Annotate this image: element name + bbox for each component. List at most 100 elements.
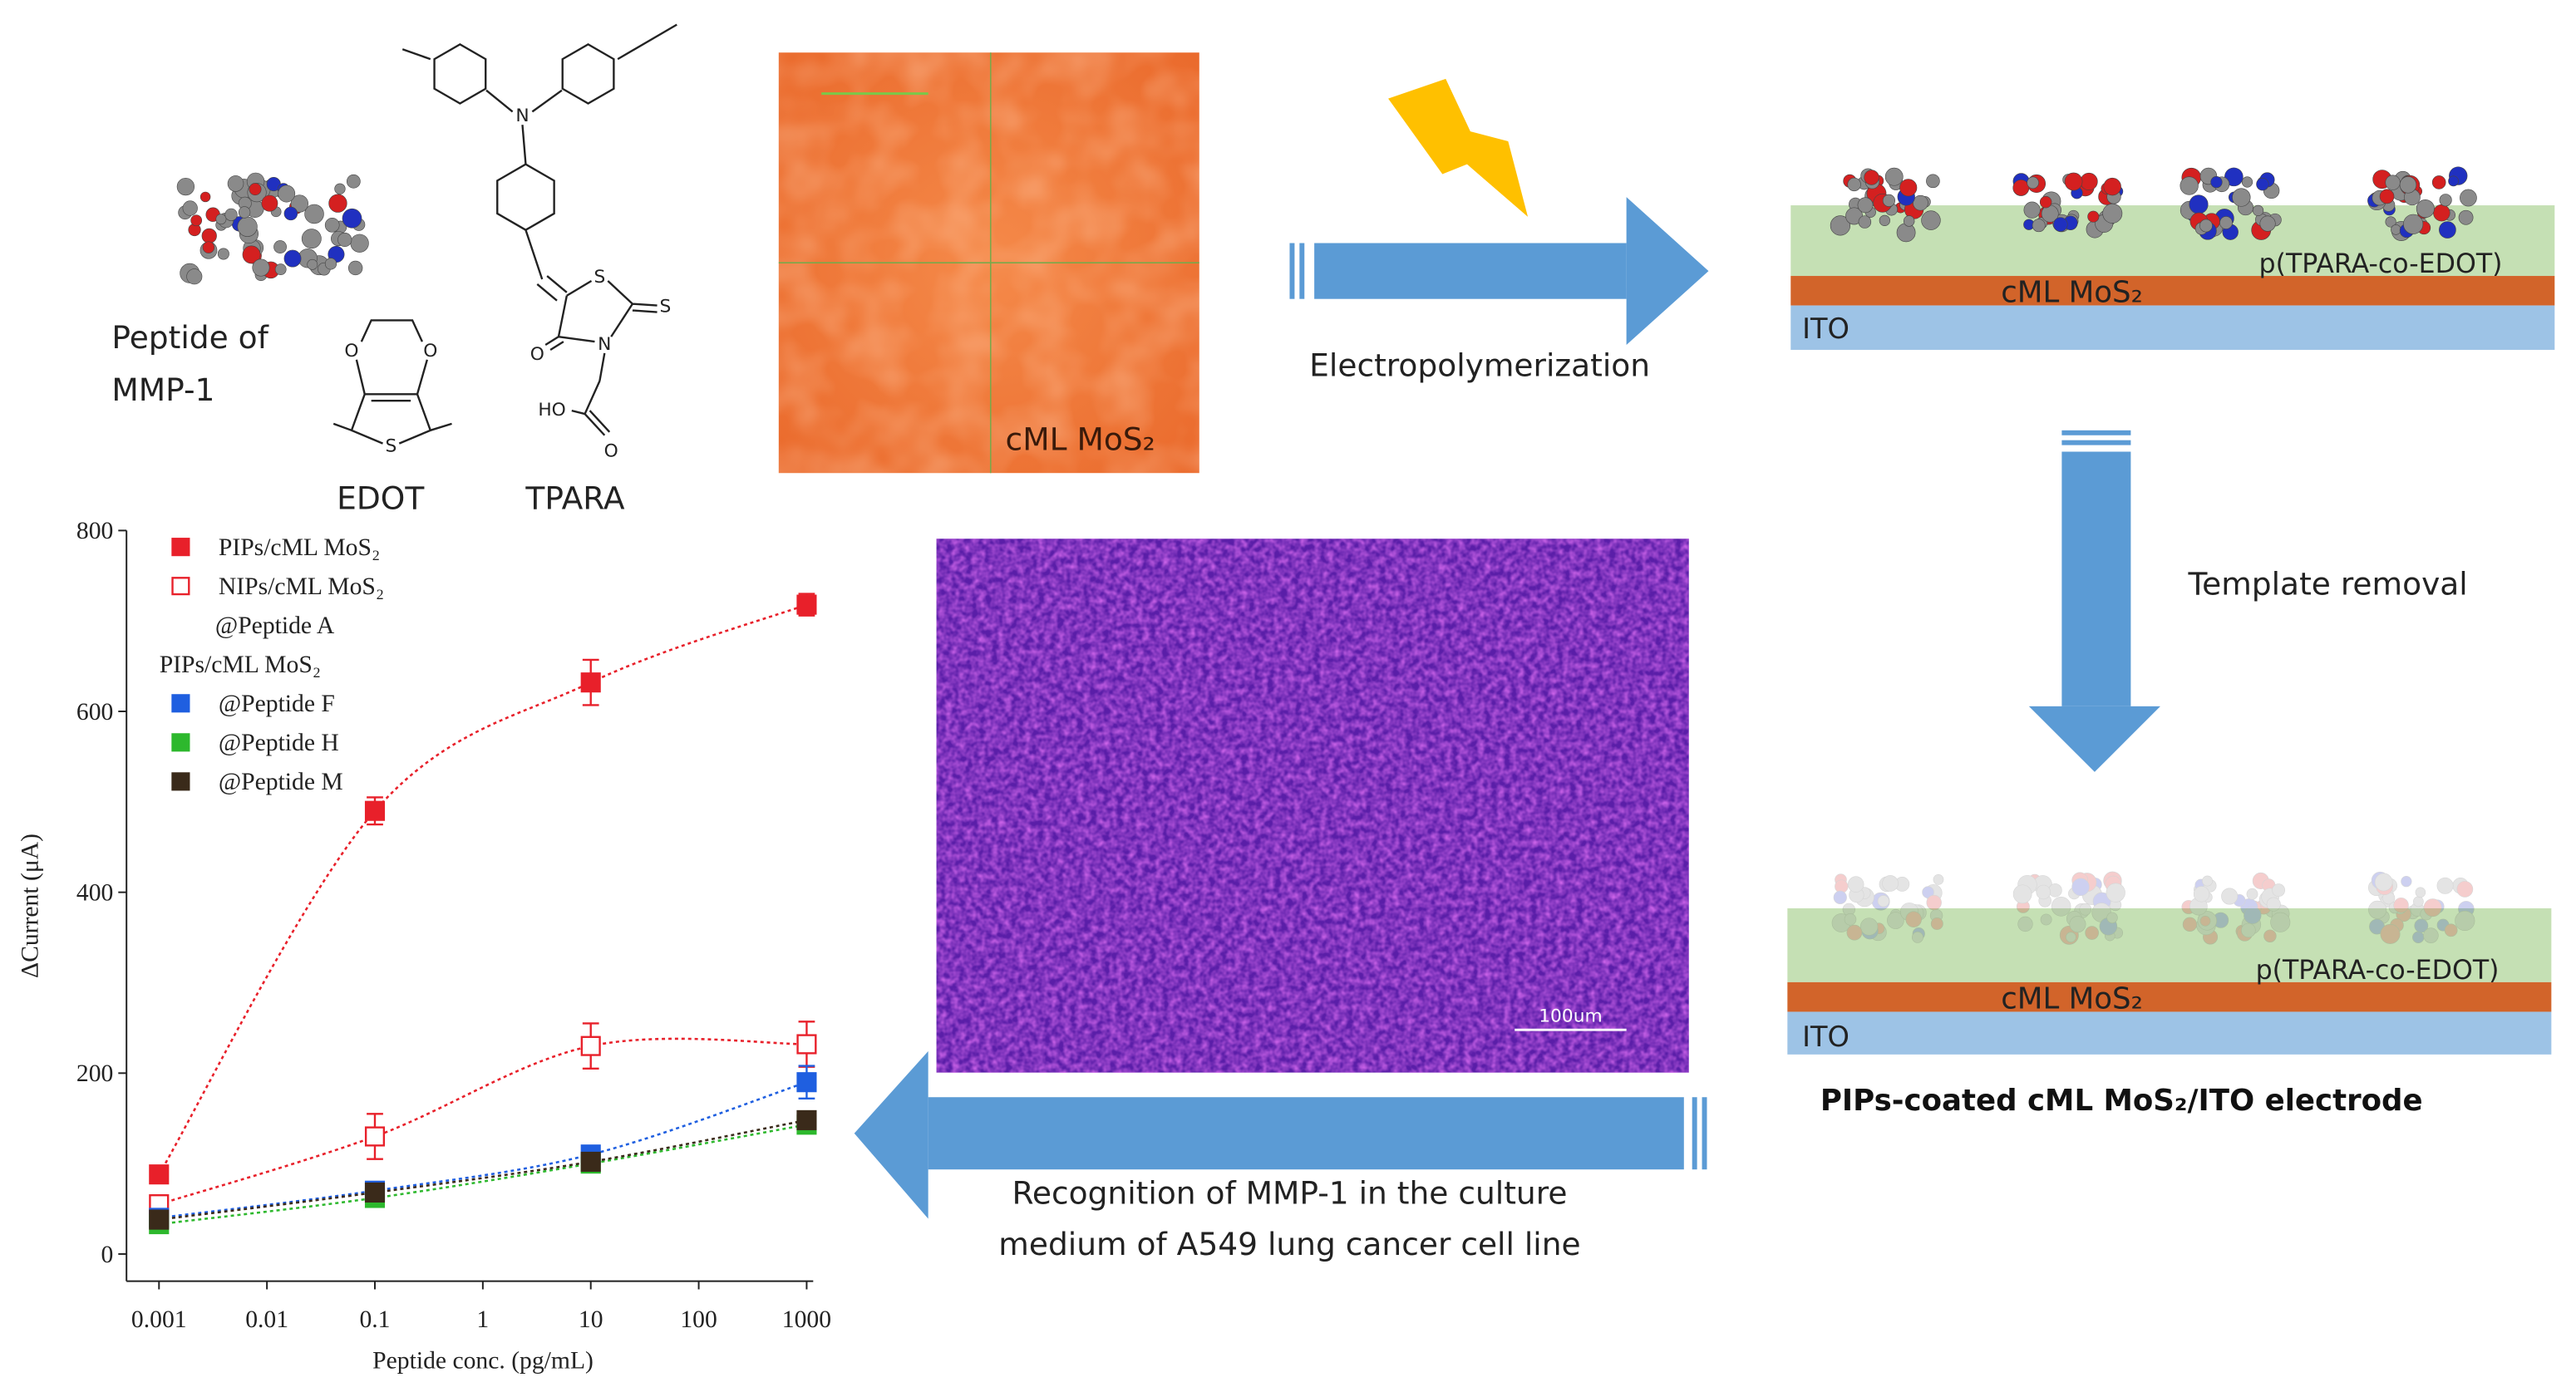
layer-label: cML MoS₂ [2001, 982, 2143, 1016]
atom [2039, 195, 2052, 209]
atom [2367, 879, 2385, 896]
atom [2420, 908, 2433, 921]
peptide-model [2180, 167, 2282, 240]
atom [2403, 214, 2424, 234]
x-tick-label: 100 [680, 1306, 717, 1333]
molecule-label: TPARA [525, 480, 624, 517]
atom [2430, 899, 2445, 914]
atom [2413, 896, 2424, 908]
atom [1847, 876, 1864, 893]
atom [2103, 177, 2121, 196]
atom [2258, 891, 2276, 908]
atom [1905, 904, 1924, 922]
atom [1846, 924, 1863, 941]
atom [237, 216, 258, 237]
atom [217, 248, 229, 260]
layer-label: ITO [1802, 312, 1849, 345]
atom [2017, 916, 2033, 932]
atom [2036, 884, 2051, 900]
atom [199, 191, 211, 203]
atom [2270, 912, 2291, 932]
micrograph-texture [936, 539, 1689, 1073]
atom [2224, 167, 2244, 187]
atom [2048, 883, 2062, 898]
atom [1894, 877, 1910, 892]
atom [2105, 875, 2122, 893]
atom [1857, 197, 1874, 214]
atom [2066, 911, 2082, 927]
marker [149, 1209, 170, 1230]
atom [2194, 883, 2205, 895]
atom [2423, 927, 2439, 943]
atom [2069, 916, 2086, 933]
x-tick-label: 0.001 [131, 1306, 187, 1333]
atom [2081, 884, 2103, 905]
atom [2406, 905, 2420, 920]
atom [1862, 918, 1876, 933]
atom [2241, 914, 2262, 935]
micrograph-label: cML MoS₂ [1006, 421, 1155, 458]
atom [2456, 881, 2474, 898]
electrode-caption: PIPs-coated cML MoS₂/ITO electrode [1820, 1084, 2423, 1118]
atom [2059, 925, 2079, 945]
atom [2181, 900, 2196, 914]
atom [2460, 189, 2477, 207]
peptide-model [176, 172, 369, 285]
arrow-left [854, 1050, 1707, 1219]
ring [496, 163, 555, 232]
layer-label: p(TPARA-co-EDOT) [2259, 249, 2503, 279]
atom [2416, 199, 2435, 219]
atom [224, 208, 238, 221]
chemical-structure [332, 23, 677, 445]
x-tick-label: 10 [579, 1306, 603, 1333]
atom [2104, 930, 2115, 942]
y-axis-label: ΔCurrent (μA) [17, 834, 43, 978]
atom [346, 174, 361, 189]
peptide-model [2367, 871, 2475, 944]
x-axis-label: Peptide conc. (pg/mL) [372, 1347, 594, 1374]
atom [1924, 883, 1943, 902]
atom [2028, 873, 2042, 887]
atom [1859, 887, 1871, 899]
atom [2433, 204, 2450, 222]
atom [2180, 176, 2199, 195]
marker [796, 1072, 817, 1093]
fit-curve [158, 1037, 807, 1206]
atom [2374, 873, 2393, 892]
atom [2103, 871, 2122, 890]
atom [2271, 904, 2290, 923]
atom [1899, 903, 1919, 922]
marker [364, 1182, 386, 1203]
atom [2444, 923, 2458, 937]
peptide-model [2367, 166, 2477, 241]
atom-label: N [515, 106, 529, 126]
layer-label: p(TPARA-co-EDOT) [2256, 956, 2500, 986]
atom [2245, 900, 2262, 917]
atom [2369, 918, 2385, 935]
atom [1896, 223, 1916, 243]
atom [278, 184, 296, 203]
atom [2376, 909, 2390, 924]
atom [2197, 911, 2217, 931]
fit-curve [159, 1124, 807, 1226]
atom [2266, 897, 2281, 912]
atom [2085, 926, 2099, 940]
atom [2458, 901, 2475, 917]
atom [2189, 897, 2208, 916]
atom [2199, 915, 2211, 927]
atom [2393, 901, 2407, 914]
atom [202, 241, 215, 253]
atom [290, 194, 308, 213]
atom [1913, 194, 1928, 211]
fit-curve [159, 1119, 807, 1221]
atom [2202, 875, 2213, 887]
atom [2017, 874, 2037, 895]
atom [2414, 918, 2429, 933]
atom [2240, 898, 2258, 917]
legend-entry: @Peptide F [219, 691, 335, 717]
atom [2199, 219, 2213, 233]
atom [2382, 878, 2397, 893]
atom [2264, 902, 2281, 918]
y-tick-label: 600 [76, 699, 113, 726]
